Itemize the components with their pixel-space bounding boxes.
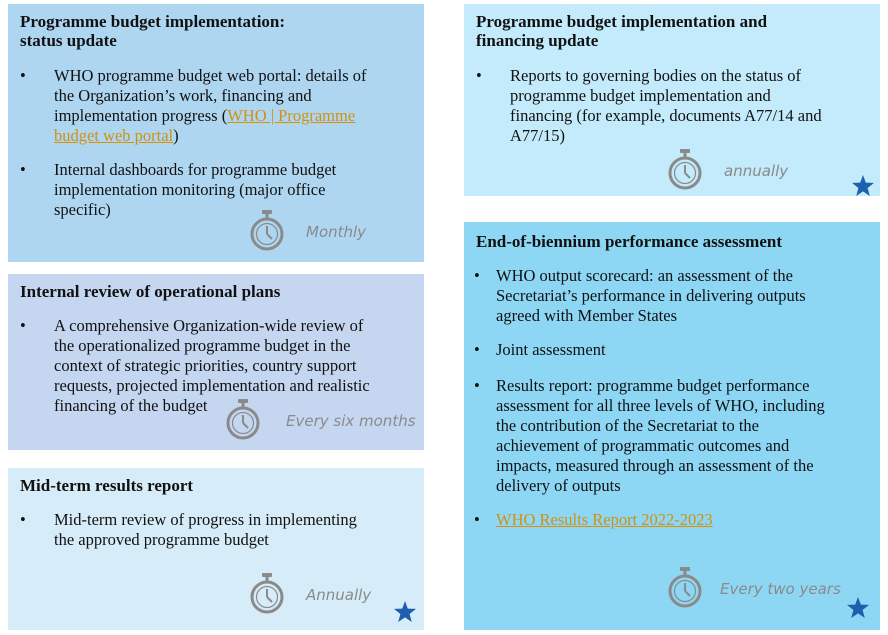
frequency-label: Every six months <box>286 412 416 430</box>
results-report-link[interactable]: WHO Results Report 2022-2023 <box>496 510 713 529</box>
operational-review-title: Internal review of operational plans <box>20 282 281 301</box>
frequency-label: annually <box>724 162 789 180</box>
midterm-box: Mid-term results report • Mid-term revie… <box>8 468 424 630</box>
frequency-label: Monthly <box>306 223 367 241</box>
status-update-box: Programme budget implementation: status … <box>8 4 424 262</box>
frequency-label: Annually <box>306 586 372 604</box>
status-update-title: Programme budget implementation: status … <box>20 12 286 50</box>
financing-update-title: Programme budget implementation and fina… <box>476 12 768 50</box>
stopwatch-icon <box>250 210 284 251</box>
stopwatch-icon <box>226 399 260 440</box>
star-icon <box>394 601 416 622</box>
frequency-label: Every two years <box>720 580 841 598</box>
stopwatch-icon <box>668 567 702 608</box>
financing-update-box: Programme budget implementation and fina… <box>464 4 880 196</box>
stopwatch-icon <box>250 573 284 614</box>
programme-budget-portal-link-cont[interactable]: budget web portal <box>54 126 174 145</box>
stopwatch-icon <box>668 149 702 190</box>
biennium-title: End-of-biennium performance assessment <box>476 232 782 251</box>
star-icon <box>852 175 874 196</box>
biennium-box: End-of-biennium performance assessment •… <box>464 222 880 630</box>
programme-budget-portal-link[interactable]: WHO | Programme <box>227 106 356 125</box>
operational-review-box: Internal review of operational plans • A… <box>8 274 424 450</box>
star-icon <box>847 597 869 618</box>
midterm-title: Mid-term results report <box>20 476 194 495</box>
